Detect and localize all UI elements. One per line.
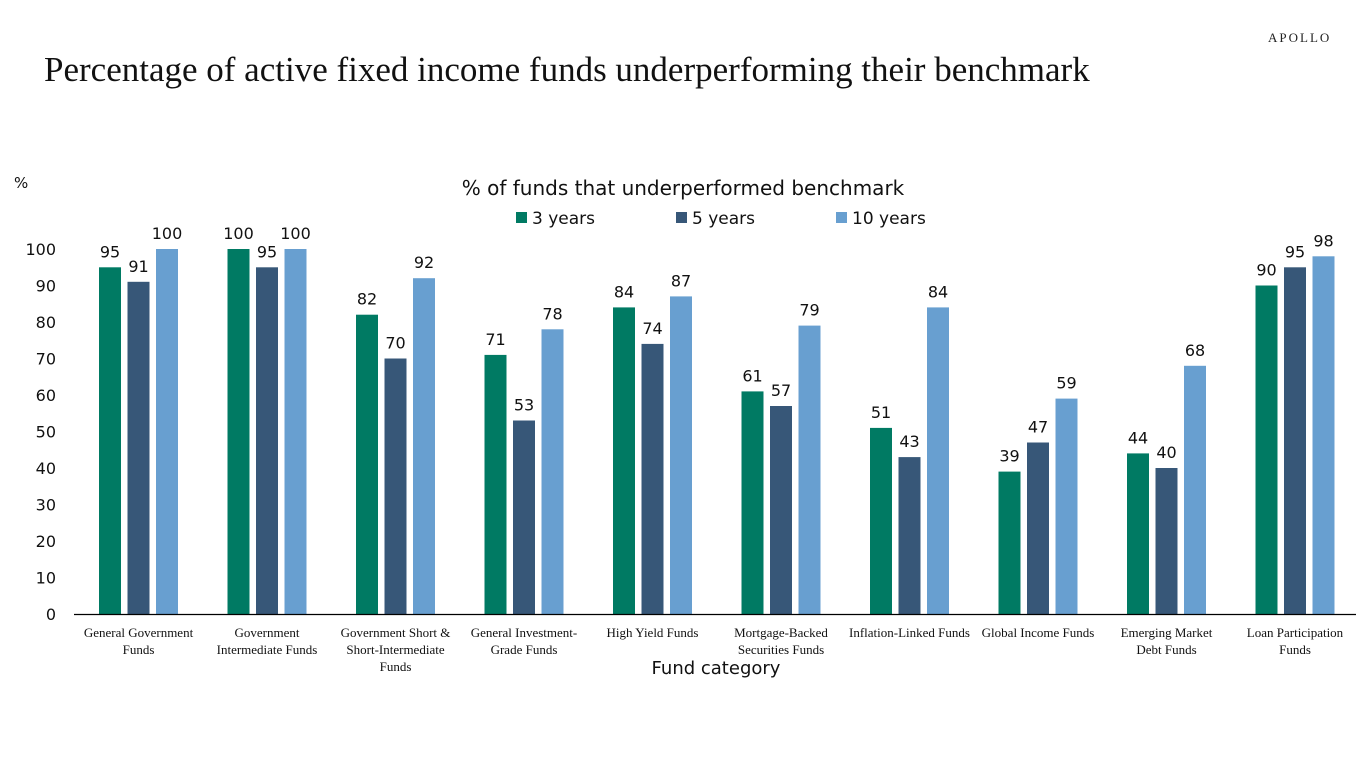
data-label: 40	[1156, 443, 1176, 462]
data-label: 87	[671, 271, 691, 290]
data-label: 51	[871, 403, 891, 422]
data-label: 61	[742, 366, 762, 385]
data-label: 95	[100, 242, 120, 261]
bar	[156, 249, 178, 614]
y-tick-label: 90	[36, 277, 56, 296]
bar	[770, 406, 792, 614]
x-tick-label: Government Intermediate Funds	[217, 625, 318, 657]
x-tick-label: Mortgage-Backed Securities Funds	[734, 625, 828, 657]
bar	[1027, 442, 1049, 614]
data-label: 74	[642, 319, 662, 338]
y-tick-label: 100	[25, 240, 56, 259]
bar	[1312, 256, 1335, 614]
bar	[870, 427, 892, 614]
chart-title: % of funds that underperformed benchmark	[462, 176, 905, 200]
bar	[1055, 398, 1078, 614]
bars	[99, 249, 1335, 615]
bar	[741, 391, 764, 614]
data-label: 100	[280, 224, 311, 243]
x-tick-label: Global Income Funds	[982, 625, 1095, 640]
bar	[284, 249, 307, 614]
data-label: 43	[899, 432, 919, 451]
bar	[1255, 285, 1278, 614]
bar	[898, 457, 921, 614]
bar	[256, 267, 278, 615]
bar	[613, 307, 635, 614]
y-axis-unit-label: %	[14, 174, 29, 192]
bar	[998, 471, 1021, 614]
data-label: 71	[485, 330, 505, 349]
y-axis: 0 10 20 30 40 50 60 70 80 90 100	[25, 240, 56, 624]
y-tick-label: 20	[36, 532, 56, 551]
data-label: 95	[257, 242, 277, 261]
bar	[384, 358, 407, 614]
x-tick-label: High Yield Funds	[607, 625, 699, 640]
bar	[1184, 365, 1206, 614]
y-tick-label: 60	[36, 386, 56, 405]
data-label: 92	[414, 253, 434, 272]
legend-label: 10 years	[852, 209, 926, 229]
y-tick-label: 10	[36, 569, 56, 588]
data-label: 53	[514, 396, 534, 415]
bar	[641, 343, 664, 614]
data-label: 100	[223, 224, 254, 243]
bar	[99, 267, 121, 615]
legend-swatch	[836, 212, 847, 223]
brand-logo: APOLLO	[1268, 30, 1332, 45]
legend-label: 3 years	[532, 209, 595, 229]
page-title: Percentage of active fixed income funds …	[44, 50, 1090, 89]
x-tick-label: Inflation-Linked Funds	[849, 625, 970, 640]
bar	[413, 278, 435, 614]
y-tick-label: 50	[36, 423, 56, 442]
bar	[356, 314, 378, 614]
bar	[127, 281, 150, 614]
y-tick-label: 0	[46, 605, 56, 624]
bar	[1284, 267, 1306, 615]
y-tick-label: 70	[36, 350, 56, 369]
data-label: 57	[771, 381, 791, 400]
legend-swatch	[676, 212, 687, 223]
legend-label: 5 years	[692, 209, 755, 229]
bar	[1155, 468, 1178, 614]
data-label: 79	[799, 301, 819, 320]
x-tick-label: General Investment-Grade Funds	[471, 625, 577, 657]
data-label: 84	[928, 282, 948, 301]
x-tick-label: Government Short & Short-Intermediate Fund…	[341, 625, 451, 674]
bar	[541, 329, 564, 614]
data-label: 44	[1128, 428, 1148, 447]
y-tick-label: 80	[36, 313, 56, 332]
data-label: 47	[1028, 418, 1048, 437]
legend: 3 years 5 years 10 years	[516, 209, 926, 229]
data-label: 91	[128, 257, 148, 276]
x-tick-label: Emerging Market Debt Funds	[1121, 625, 1213, 657]
data-label: 59	[1056, 374, 1076, 393]
bar	[484, 354, 507, 614]
data-label: 70	[385, 334, 405, 353]
x-tick-label: Loan Participation Funds	[1247, 625, 1344, 657]
bar	[798, 325, 821, 614]
data-label: 98	[1313, 231, 1333, 250]
data-label: 39	[999, 447, 1019, 466]
data-label: 100	[152, 224, 183, 243]
x-axis-title: Fund category	[652, 658, 781, 679]
data-label: 68	[1185, 341, 1205, 360]
bar	[513, 420, 535, 614]
bar	[927, 307, 949, 614]
category-labels: General Government Funds Government Interme…	[84, 625, 1344, 674]
y-tick-label: 40	[36, 459, 56, 478]
data-label: 90	[1256, 261, 1276, 280]
legend-swatch	[516, 212, 527, 223]
x-tick-label: General Government Funds	[84, 625, 194, 657]
bar	[670, 296, 692, 614]
bar	[1127, 453, 1149, 614]
bar	[227, 249, 250, 614]
y-tick-label: 30	[36, 496, 56, 515]
data-label: 84	[614, 282, 634, 301]
data-label: 78	[542, 304, 562, 323]
data-label: 95	[1285, 242, 1305, 261]
data-label: 82	[357, 290, 377, 309]
